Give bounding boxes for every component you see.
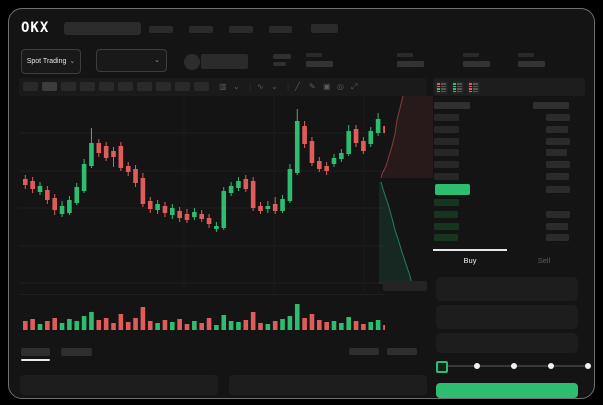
ask-amount[interactable]: [546, 161, 570, 168]
ticker-stat-label: [463, 53, 479, 57]
chevron-down-icon: ⌄: [154, 57, 160, 64]
slider-handle[interactable]: [436, 361, 448, 373]
orderbook-header-amount[interactable]: [533, 102, 569, 109]
market-type-dropdown[interactable]: Spot Trading ⌄: [21, 49, 81, 74]
timeframe-button[interactable]: [42, 82, 57, 91]
orderbook-header-price[interactable]: [434, 102, 470, 109]
app-window: OKX Spot Trading ⌄ ⌄ Buy Sell ▥ ⌄ | ∿ ⌄ | ╱ ✎ ▣ ◎…: [8, 8, 595, 399]
bid-amount[interactable]: [546, 223, 568, 230]
bottom-tab-active[interactable]: [21, 348, 50, 356]
pair-selector-dropdown[interactable]: ⌄: [96, 49, 167, 72]
timeframe-button[interactable]: [61, 82, 76, 91]
order-amount-field[interactable]: [436, 305, 578, 329]
ask-price[interactable]: [434, 161, 459, 168]
slider-stop[interactable]: [511, 363, 517, 369]
ask-amount[interactable]: [546, 138, 570, 145]
slider-stop[interactable]: [548, 363, 554, 369]
bid-price[interactable]: [434, 199, 459, 206]
orders-panel-placeholder: [20, 375, 218, 395]
nav-item-placeholder[interactable]: [189, 26, 213, 33]
chevron-down-icon[interactable]: ⌄: [271, 82, 278, 91]
timeframe-button[interactable]: [99, 82, 114, 91]
ask-amount[interactable]: [546, 114, 570, 121]
active-tab-underline: [21, 359, 50, 361]
ticker-stat-label: [306, 53, 322, 57]
pane-divider: [19, 294, 385, 295]
bottom-tab[interactable]: [61, 348, 92, 356]
ask-amount[interactable]: [546, 149, 567, 156]
slider-stop[interactable]: [585, 363, 591, 369]
nav-item-placeholder[interactable]: [149, 26, 173, 33]
fullscreen-icon[interactable]: ⤢: [351, 82, 358, 91]
ticker-stat-label: [518, 53, 534, 57]
search-input[interactable]: [64, 22, 141, 35]
indicators-icon[interactable]: ∿: [257, 82, 264, 91]
okx-logo[interactable]: OKX: [21, 20, 50, 36]
ticker-stat-value: [463, 61, 490, 67]
settings-icon[interactable]: ◎: [337, 82, 344, 91]
bottom-right-control[interactable]: [387, 348, 417, 355]
bid-amount[interactable]: [546, 211, 570, 218]
order-total-field[interactable]: [436, 333, 578, 353]
bid-price[interactable]: [434, 223, 459, 230]
tab-buy[interactable]: Buy: [433, 249, 507, 269]
coin-avatar: [184, 54, 200, 70]
ask-price[interactable]: [434, 114, 459, 121]
timeframe-button[interactable]: [137, 82, 152, 91]
ticker-stat-label: [397, 53, 413, 57]
orderbook-last-price[interactable]: [435, 184, 470, 195]
ask-amount[interactable]: [546, 173, 569, 180]
timeframe-button[interactable]: [194, 82, 209, 91]
timeframe-button[interactable]: [156, 82, 171, 91]
last-price-placeholder: [201, 54, 248, 69]
ask-amount[interactable]: [546, 126, 568, 133]
chevron-down-icon: ⌄: [69, 58, 76, 65]
timeframe-button[interactable]: [118, 82, 133, 91]
orderbook-bids-icon[interactable]: [451, 81, 464, 94]
nav-item-placeholder[interactable]: [269, 26, 292, 33]
timeframe-button[interactable]: [23, 82, 38, 91]
line-tool-icon[interactable]: ╱: [295, 82, 300, 91]
price-sub-placeholder: [273, 62, 286, 66]
history-panel-placeholder: [229, 375, 427, 395]
ask-price[interactable]: [434, 173, 459, 180]
ticker-stat-value: [306, 61, 333, 67]
depth-chart[interactable]: [379, 96, 433, 284]
chevron-down-icon[interactable]: ⌄: [233, 82, 240, 91]
volume-chart[interactable]: [19, 298, 385, 332]
timeframe-button[interactable]: [175, 82, 190, 91]
orderbook-all-icon[interactable]: [435, 81, 448, 94]
bid-amount[interactable]: [546, 234, 569, 241]
market-type-label: Spot Trading: [26, 58, 67, 65]
ticker-stat-value: [397, 61, 424, 67]
last-price-amount[interactable]: [546, 186, 570, 193]
bottom-right-control[interactable]: [349, 348, 379, 355]
slider-stop[interactable]: [474, 363, 480, 369]
toolbar-divider: |: [249, 82, 252, 91]
toolbar-divider: |: [287, 82, 290, 91]
order-price-field[interactable]: [436, 277, 578, 301]
bid-price[interactable]: [434, 234, 458, 241]
depth-label-placeholder: [383, 281, 427, 291]
buy-submit-button[interactable]: [436, 383, 578, 398]
draw-icon[interactable]: ✎: [309, 82, 316, 91]
camera-icon[interactable]: ▣: [323, 82, 331, 91]
candlestick-chart[interactable]: [19, 96, 385, 292]
orderbook-asks-icon[interactable]: [467, 81, 480, 94]
timeframe-button[interactable]: [80, 82, 95, 91]
nav-item-placeholder[interactable]: [311, 24, 338, 33]
ask-price[interactable]: [434, 138, 459, 145]
nav-item-placeholder[interactable]: [229, 26, 253, 33]
tab-sell[interactable]: Sell: [537, 255, 551, 265]
candle-type-icon[interactable]: ▥: [219, 82, 227, 91]
ticker-stat-value: [518, 61, 545, 67]
bid-price[interactable]: [434, 211, 458, 218]
price-sub-placeholder: [273, 54, 291, 59]
ask-price[interactable]: [434, 149, 459, 156]
ask-price[interactable]: [434, 126, 459, 133]
